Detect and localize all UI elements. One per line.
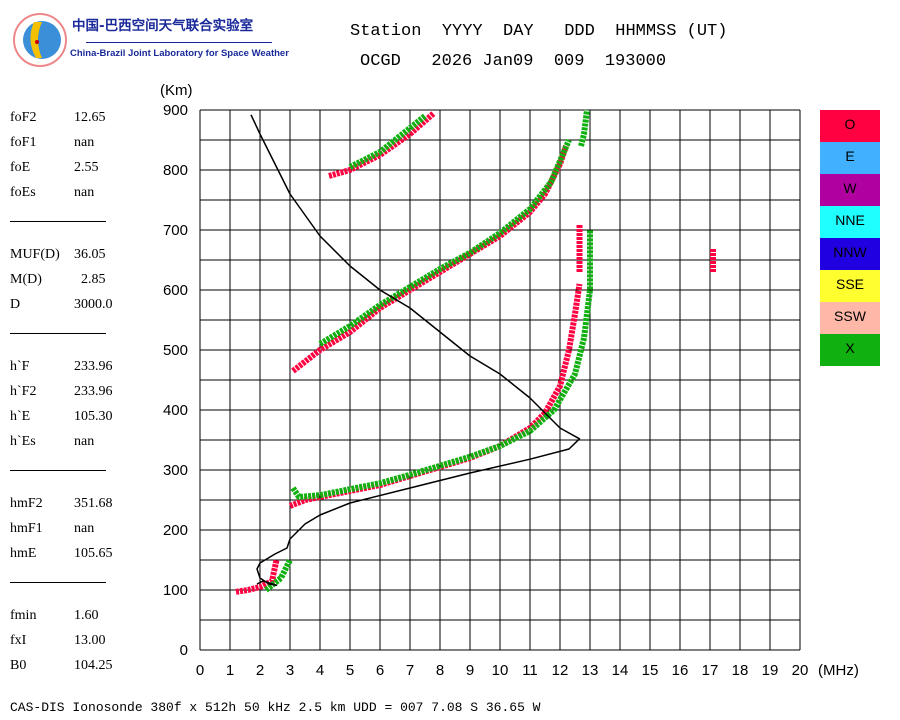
footer-info: CAS-DIS Ionosonde 380f x 512h 50 kHz 2.5… — [10, 700, 541, 715]
x-tick-label: 1 — [226, 662, 234, 679]
param-value: 351.68 — [74, 496, 113, 511]
param-name: hmF1 — [10, 521, 43, 536]
y-tick-label: 200 — [163, 522, 188, 539]
y-tick-label: 400 — [163, 402, 188, 419]
param-name: foEs — [10, 185, 36, 200]
param-value: 12.65 — [74, 110, 106, 125]
param-value: 105.65 — [74, 546, 113, 561]
param-name: B0 — [10, 658, 27, 673]
logo-globe-icon — [13, 13, 67, 67]
param-value: 13.00 — [74, 633, 106, 648]
trace-o-e-trace — [235, 559, 280, 595]
ionogram-chart: 0 1 2 3 4 5 6 7 8 9 10 11 12 13 14 15 16 17 18 19 2001002003… — [160, 82, 859, 679]
legend-item-nne: NNE — [820, 206, 880, 238]
y-tick-label: 500 — [163, 342, 188, 359]
logo-title-en: China-Brazil Joint Laboratory for Space … — [70, 48, 289, 59]
param-value: 104.25 — [74, 658, 113, 673]
x-tick-label: 15 — [642, 662, 659, 679]
param-name: h`F2 — [10, 384, 37, 399]
x-tick-label: 2 — [256, 662, 264, 679]
trace-x-2nd-hop — [318, 138, 572, 347]
param-value: 1.60 — [74, 608, 99, 623]
x-tick-label: 5 — [346, 662, 354, 679]
param-value: 233.96 — [74, 384, 113, 399]
x-tick-label: 10 — [492, 662, 509, 679]
x-tick-label: 9 — [466, 662, 474, 679]
x-tick-label: 12 — [552, 662, 569, 679]
trace-o-2nd-hop — [291, 145, 569, 374]
x-tick-label: 19 — [762, 662, 779, 679]
trace-x-3rd-hop — [348, 113, 427, 170]
y-tick-label: 700 — [163, 222, 188, 239]
x-tick-label: 14 — [612, 662, 629, 679]
y-tick-label: 0 — [180, 642, 188, 659]
x-tick-label: 16 — [672, 662, 689, 679]
param-value: nan — [74, 434, 95, 449]
x-tick-label: 20 — [792, 662, 809, 679]
header-line-2: OCGD 2026 Jan09 009 193000 — [360, 52, 667, 71]
legend-item-o: O — [820, 110, 880, 142]
logo-title-cn: 中国-巴西空间天气联合实验室 — [72, 18, 254, 34]
param-name: foE — [10, 160, 31, 175]
param-value: nan — [74, 521, 95, 536]
trace-profile — [250, 114, 581, 586]
header-line-1: Station YYYY DAY DDD HHMMSS (UT) — [350, 22, 728, 41]
x-axis-label: (MHz) — [818, 662, 859, 679]
x-tick-label: 3 — [286, 662, 294, 679]
y-tick-label: 600 — [163, 282, 188, 299]
y-tick-label: 900 — [163, 102, 188, 119]
trace-o-f-trace — [288, 283, 583, 509]
x-tick-label: 17 — [702, 662, 719, 679]
trace-x-e-trace — [264, 558, 293, 593]
param-value: 2.85 — [74, 272, 106, 287]
divider — [10, 221, 106, 222]
param-value: 36.05 — [74, 247, 106, 262]
y-tick-label: 300 — [163, 462, 188, 479]
y-tick-label: 100 — [163, 582, 188, 599]
param-name: fmin — [10, 608, 37, 623]
param-name: MUF(D) — [10, 247, 60, 262]
param-name: D — [10, 297, 21, 312]
legend-item-w: W — [820, 174, 880, 206]
divider — [10, 333, 106, 334]
legend-item-x: X — [820, 334, 880, 366]
x-tick-label: 0 — [196, 662, 204, 679]
param-value: 105.30 — [74, 409, 113, 424]
param-name: foF1 — [10, 135, 37, 150]
x-tick-label: 11 — [522, 662, 538, 679]
legend-item-sse: SSE — [820, 270, 880, 302]
param-name: foF2 — [10, 110, 37, 125]
divider — [10, 582, 106, 583]
param-value: nan — [74, 185, 95, 200]
legend-item-nnw: NNW — [820, 238, 880, 270]
param-value: 233.96 — [74, 359, 113, 374]
trace-o-3rd-hop — [328, 110, 436, 179]
param-name: hmE — [10, 546, 37, 561]
legend-item-e: E — [820, 142, 880, 174]
param-value: 3000.0 — [74, 297, 113, 312]
x-tick-label: 4 — [316, 662, 324, 679]
y-axis-label: (Km) — [160, 82, 193, 99]
param-name: h`F — [10, 359, 30, 374]
x-tick-label: 6 — [376, 662, 384, 679]
legend-item-ssw: SSW — [820, 302, 880, 334]
logo-divider — [86, 42, 272, 43]
x-tick-label: 13 — [582, 662, 599, 679]
param-value: 2.55 — [74, 160, 99, 175]
param-value: nan — [74, 135, 95, 150]
divider — [10, 470, 106, 471]
x-tick-label: 8 — [436, 662, 444, 679]
param-name: M(D) — [10, 272, 42, 287]
param-name: h`E — [10, 409, 31, 424]
param-name: fxI — [10, 633, 27, 648]
y-tick-label: 800 — [163, 162, 188, 179]
x-tick-label: 18 — [732, 662, 749, 679]
param-name: hmF2 — [10, 496, 43, 511]
trace-x-f-trace — [290, 230, 593, 500]
param-name: h`Es — [10, 434, 36, 449]
trace-x-spur — [578, 109, 590, 147]
logo: 中国-巴西空间天气联合实验室 China-Brazil Joint Labora… — [12, 12, 289, 68]
x-tick-label: 7 — [406, 662, 414, 679]
